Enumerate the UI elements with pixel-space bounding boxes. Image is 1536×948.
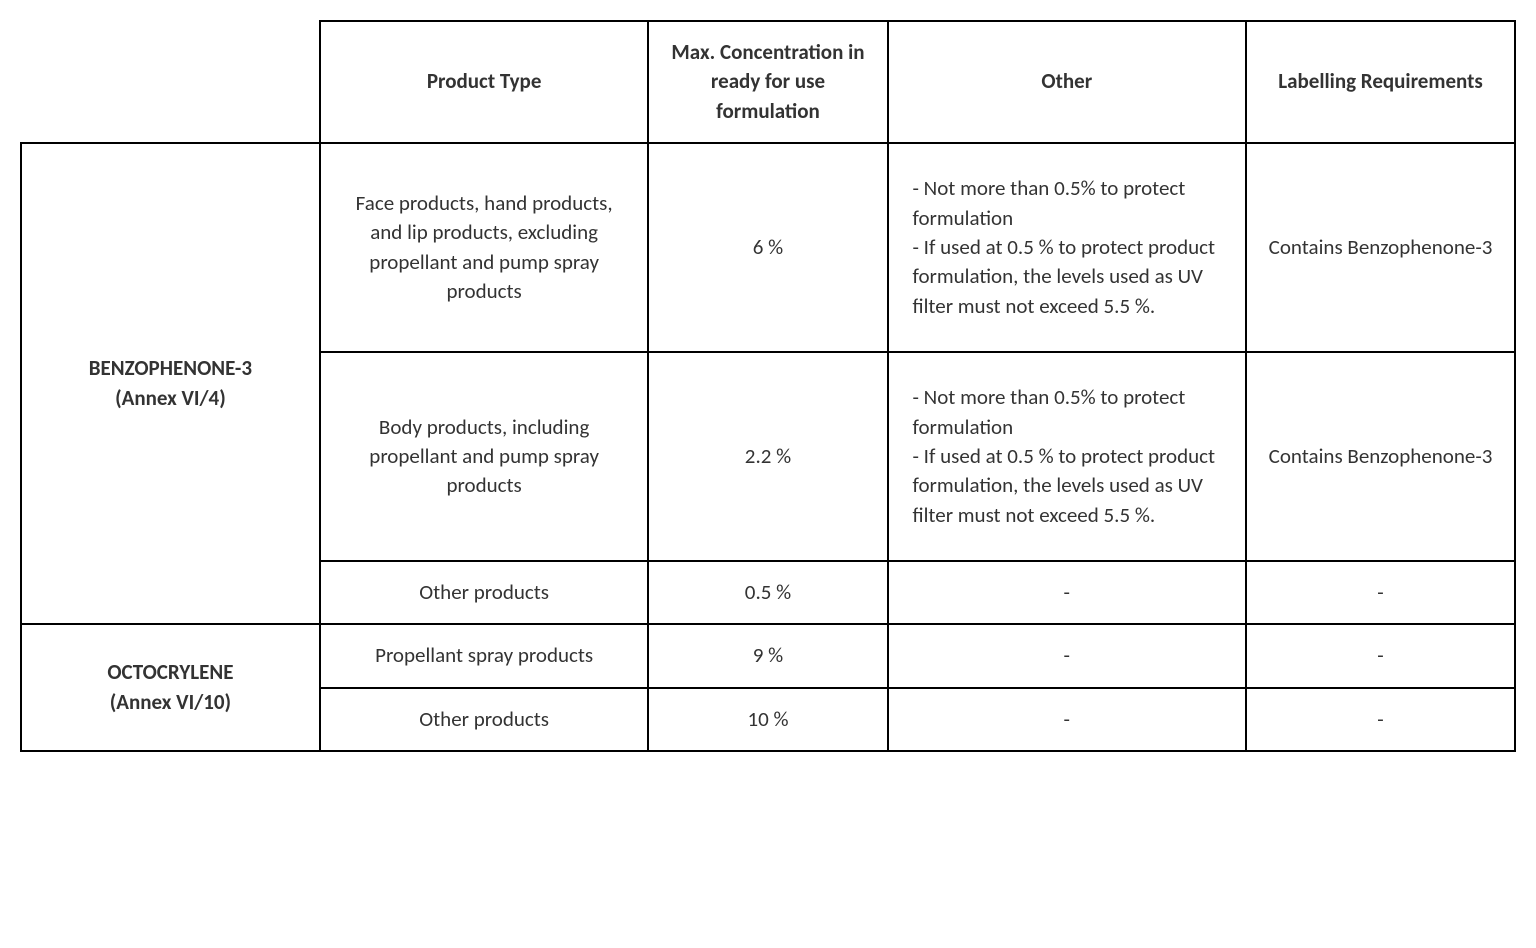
table-row: BENZOPHENONE-3 (Annex VI/4) Face product… xyxy=(21,143,1515,352)
uv-filter-table-container: Product Type Max. Concentration in ready… xyxy=(20,20,1516,752)
header-product-type: Product Type xyxy=(320,21,649,143)
cell-product-type: Other products xyxy=(320,688,649,751)
substance-annex: (Annex VI/4) xyxy=(42,384,299,413)
cell-labelling: Contains Benzophenone-3 xyxy=(1246,143,1515,352)
cell-max-concentration: 10 % xyxy=(648,688,887,751)
header-other: Other xyxy=(888,21,1247,143)
cell-labelling: - xyxy=(1246,688,1515,751)
cell-labelling: - xyxy=(1246,561,1515,624)
header-blank xyxy=(21,21,320,143)
cell-other: - xyxy=(888,688,1247,751)
substance-cell-octocrylene: OCTOCRYLENE (Annex VI/10) xyxy=(21,624,320,751)
table-body: BENZOPHENONE-3 (Annex VI/4) Face product… xyxy=(21,143,1515,751)
cell-labelling: Contains Benzophenone-3 xyxy=(1246,352,1515,561)
cell-max-concentration: 9 % xyxy=(648,624,887,687)
cell-other: - Not more than 0.5% to protect formulat… xyxy=(888,352,1247,561)
cell-other: - xyxy=(888,561,1247,624)
header-row: Product Type Max. Concentration in ready… xyxy=(21,21,1515,143)
uv-filter-table: Product Type Max. Concentration in ready… xyxy=(20,20,1516,752)
cell-max-concentration: 6 % xyxy=(648,143,887,352)
cell-product-type: Other products xyxy=(320,561,649,624)
substance-name: BENZOPHENONE-3 xyxy=(42,354,299,383)
cell-max-concentration: 0.5 % xyxy=(648,561,887,624)
cell-other: - xyxy=(888,624,1247,687)
cell-other: - Not more than 0.5% to protect formulat… xyxy=(888,143,1247,352)
cell-product-type: Body products, including propellant and … xyxy=(320,352,649,561)
substance-name: OCTOCRYLENE xyxy=(42,658,299,687)
substance-cell-benzophenone: BENZOPHENONE-3 (Annex VI/4) xyxy=(21,143,320,624)
header-labelling: Labelling Requirements xyxy=(1246,21,1515,143)
cell-product-type: Propellant spray products xyxy=(320,624,649,687)
cell-max-concentration: 2.2 % xyxy=(648,352,887,561)
header-max-concentration: Max. Concentration in ready for use form… xyxy=(648,21,887,143)
table-header: Product Type Max. Concentration in ready… xyxy=(21,21,1515,143)
cell-product-type: Face products, hand products, and lip pr… xyxy=(320,143,649,352)
substance-annex: (Annex VI/10) xyxy=(42,688,299,717)
cell-labelling: - xyxy=(1246,624,1515,687)
table-row: OCTOCRYLENE (Annex VI/10) Propellant spr… xyxy=(21,624,1515,687)
